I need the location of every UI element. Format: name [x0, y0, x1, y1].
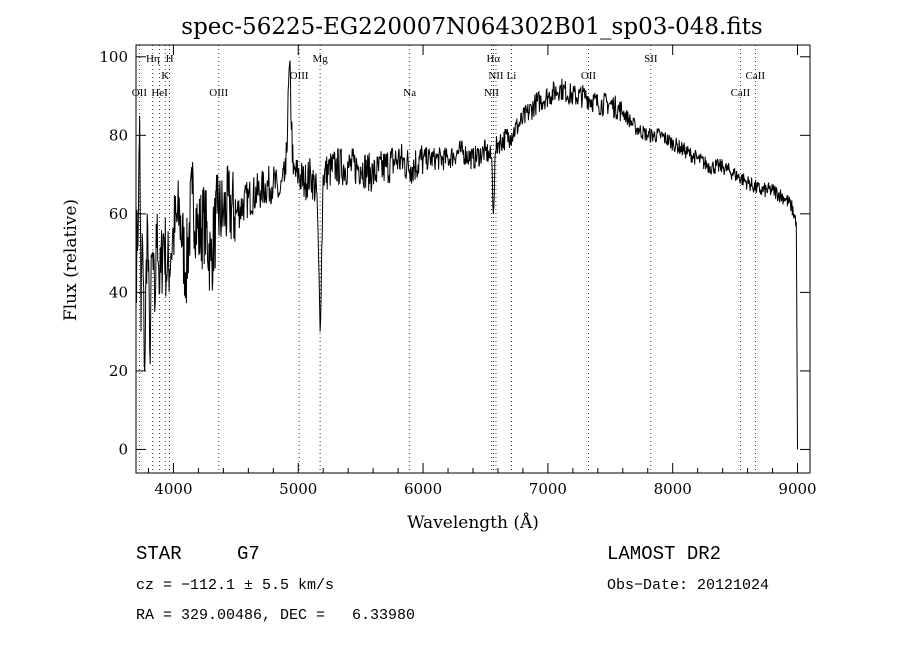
spectrum-series [135, 60, 798, 450]
spectral-line-label: SII [644, 53, 658, 65]
spectral-line-label: NII [488, 70, 504, 82]
spectral-line-label: Li [507, 70, 517, 82]
x-tick-label: 9000 [778, 480, 816, 498]
coordinates: RA = 329.00486, DEC = 6.33980 [136, 607, 415, 624]
y-tick-label: 20 [109, 362, 128, 380]
y-axis-ticks: 0 20 40 60 80 100 [99, 48, 810, 458]
spectral-line-label: Hα [486, 53, 500, 65]
spectral-line-label: Na [403, 87, 416, 99]
chart-title: spec-56225-EG220007N064302B01_sp03-048.f… [181, 14, 762, 40]
spectral-line-label: OII [132, 87, 148, 99]
x-tick-label: 8000 [654, 480, 692, 498]
y-tick-label: 60 [109, 205, 128, 223]
y-axis-label: Flux (relative) [61, 199, 81, 321]
y-tick-label: 40 [109, 283, 128, 301]
spectral-line-label: NII [484, 87, 500, 99]
x-tick-label: 7000 [529, 480, 567, 498]
y-tick-label: 100 [99, 48, 128, 66]
spectral-line-label: OII [581, 70, 597, 82]
y-tick-label: 0 [118, 440, 128, 458]
x-axis-ticks: 4000 5000 6000 7000 8000 9000 [147, 45, 817, 498]
object-class: STAR [136, 543, 182, 565]
spectral-line-label: Hη [146, 53, 160, 65]
plot-frame [135, 44, 811, 474]
spectral-line-markers [138, 45, 756, 473]
spectral-line-label: CaII [731, 87, 751, 99]
spectral-line-label: Mg [312, 53, 328, 65]
redshift-value: cz = −112.1 ± 5.5 km/s [136, 577, 334, 594]
x-tick-label: 6000 [404, 480, 442, 498]
spectral-line-label: HeI [151, 87, 168, 99]
x-axis-label: Wavelength (Å) [407, 512, 539, 533]
object-subclass: G7 [237, 543, 260, 565]
x-tick-label: 4000 [154, 480, 192, 498]
spectral-line-label: OIII [209, 87, 228, 99]
spectral-line-label: K [161, 70, 169, 82]
spectral-line-label: H [166, 53, 174, 65]
spectral-line-label: CaII [746, 70, 766, 82]
obs-date: Obs−Date: 20121024 [607, 577, 769, 594]
survey-label: LAMOST DR2 [607, 543, 721, 565]
y-tick-label: 80 [109, 126, 128, 144]
spectral-line-label: OIII [290, 70, 309, 82]
x-tick-label: 5000 [279, 480, 317, 498]
